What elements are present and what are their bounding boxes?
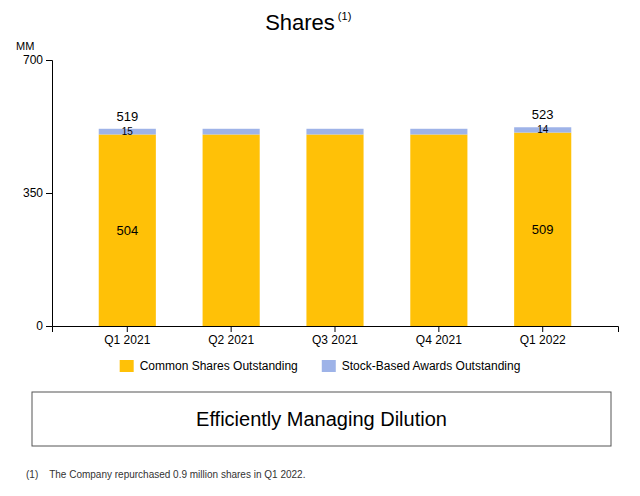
y-axis-line xyxy=(46,61,53,327)
x-tick-mark xyxy=(231,326,232,332)
y-tick-label: 700 xyxy=(23,53,43,67)
x-tick: Q1 2021 xyxy=(104,326,150,347)
x-tick-mark xyxy=(542,326,543,332)
x-tick-label: Q1 2022 xyxy=(520,333,566,347)
y-label: MM xyxy=(16,40,34,52)
bar-series xyxy=(99,127,572,134)
y-tick: 350 xyxy=(23,186,52,200)
chart: 0350700Q1 2021Q2 2021Q3 2021Q4 2021Q1 20… xyxy=(0,0,640,496)
total-label: 519 xyxy=(116,109,138,124)
y-tick-label: 0 xyxy=(36,319,43,333)
x-tick-label: Q2 2021 xyxy=(208,333,254,347)
bar-segment xyxy=(514,133,571,326)
subtitle-box: Efficiently Managing Dilution xyxy=(32,392,611,446)
x-tick: Q2 2021 xyxy=(208,326,254,347)
subtitle: Efficiently Managing Dilution xyxy=(196,408,447,430)
y-tick-mark xyxy=(46,193,52,194)
total-label: 523 xyxy=(532,107,554,122)
legend-swatch xyxy=(120,360,134,372)
x-axis: Q1 2021 Q2 2021 Q3 2021 Q4 2021 Q1 2022 xyxy=(53,326,619,347)
x-tick-label: Q3 2021 xyxy=(312,333,358,347)
x-tick-label: Q4 2021 xyxy=(416,333,462,347)
bar-segment xyxy=(203,129,260,135)
bar-segment xyxy=(410,129,467,135)
bar-segment xyxy=(99,134,156,326)
bar-series xyxy=(99,133,572,326)
y-tick: 0 xyxy=(36,319,52,333)
legend-item: Common Shares Outstanding xyxy=(120,359,298,373)
x-tick-label: Q1 2021 xyxy=(104,333,150,347)
legend: Common Shares Outstanding Stock-Based Awa… xyxy=(120,359,521,373)
title: Shares xyxy=(265,10,335,35)
title-superscript: (1) xyxy=(338,10,351,22)
data-label: 509 xyxy=(532,222,554,237)
footnote: (1) The Company repurchased 0.9 million … xyxy=(26,469,305,480)
x-tick: Q4 2021 xyxy=(416,326,462,347)
legend-label: Common Shares Outstanding xyxy=(140,359,298,373)
x-tick-mark xyxy=(438,326,439,332)
data-labels: 504 509 15 14 519 523 xyxy=(116,107,553,237)
x-axis-line xyxy=(53,327,619,333)
bar-segment xyxy=(306,134,363,326)
y-tick: 700 xyxy=(23,53,52,67)
y-tick-mark xyxy=(46,326,52,327)
data-label: 15 xyxy=(122,126,134,137)
x-tick: Q1 2022 xyxy=(520,326,566,347)
bar-segment xyxy=(306,129,363,135)
legend-label: Stock-Based Awards Outstanding xyxy=(342,359,521,373)
bar-segment xyxy=(410,134,467,326)
y-tick-mark xyxy=(46,60,52,61)
subtitle-frame xyxy=(32,392,611,446)
bars xyxy=(99,127,572,326)
data-label: 14 xyxy=(537,124,549,135)
x-tick-mark xyxy=(127,326,128,332)
y-axis: 0 350 700 xyxy=(23,53,53,333)
data-label: 504 xyxy=(116,223,138,238)
x-tick: Q3 2021 xyxy=(312,326,358,347)
legend-swatch xyxy=(322,360,336,372)
y-tick-label: 350 xyxy=(23,186,43,200)
bar-segment xyxy=(203,134,260,326)
legend-item: Stock-Based Awards Outstanding xyxy=(322,359,521,373)
x-tick-mark xyxy=(335,326,336,332)
